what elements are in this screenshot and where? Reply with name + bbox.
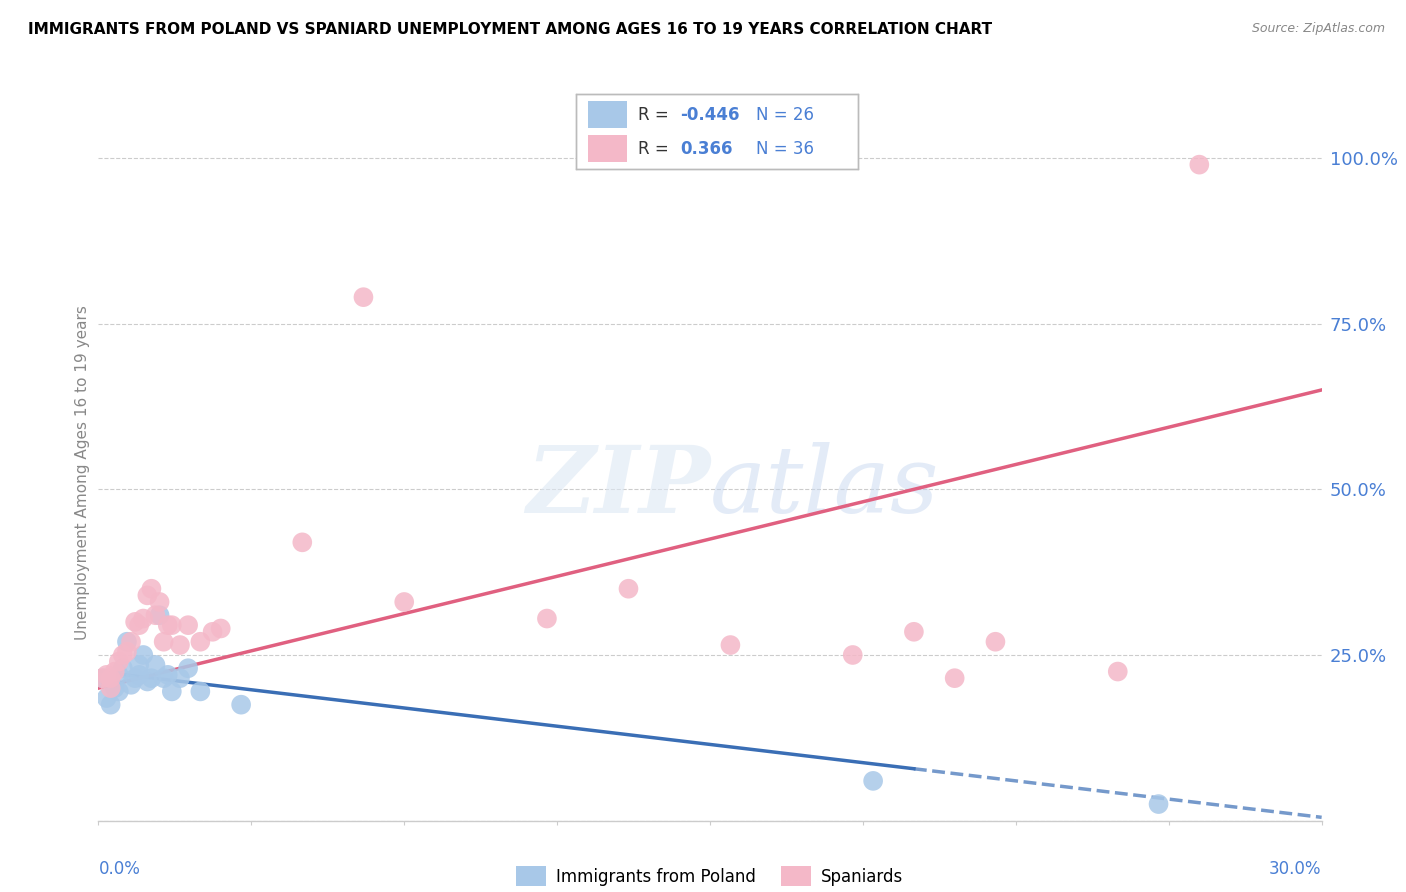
Text: N = 26: N = 26 <box>756 105 814 123</box>
Y-axis label: Unemployment Among Ages 16 to 19 years: Unemployment Among Ages 16 to 19 years <box>75 305 90 640</box>
Point <box>984 634 1007 648</box>
Point <box>136 674 159 689</box>
Point <box>124 615 146 629</box>
Point <box>96 691 118 706</box>
Point <box>145 657 167 672</box>
Point <box>128 657 150 672</box>
Point <box>841 648 863 662</box>
Point <box>536 611 558 625</box>
Point <box>104 665 127 679</box>
FancyBboxPatch shape <box>588 136 627 161</box>
Point <box>100 681 122 695</box>
Point <box>128 668 150 682</box>
Point <box>145 608 167 623</box>
Point <box>1147 797 1170 811</box>
Point <box>120 678 142 692</box>
Point <box>862 773 884 788</box>
Point <box>149 608 172 623</box>
Point <box>111 661 134 675</box>
Text: atlas: atlas <box>710 442 939 532</box>
Point <box>124 671 146 685</box>
Point <box>108 684 131 698</box>
Point <box>115 634 138 648</box>
Point <box>108 655 131 669</box>
Point <box>120 634 142 648</box>
Point <box>1188 158 1211 172</box>
Point <box>100 671 122 685</box>
Point <box>392 595 416 609</box>
Point <box>115 645 138 659</box>
Point <box>943 671 966 685</box>
Point <box>177 661 200 675</box>
Point <box>188 634 212 648</box>
Point <box>169 671 191 685</box>
Point <box>160 618 183 632</box>
Text: R =: R = <box>638 140 675 158</box>
Point <box>1107 665 1129 679</box>
Point <box>156 668 179 682</box>
Point <box>291 535 314 549</box>
Legend: Immigrants from Poland, Spaniards: Immigrants from Poland, Spaniards <box>510 860 910 892</box>
Point <box>177 618 200 632</box>
Point <box>104 681 127 695</box>
Point <box>141 582 163 596</box>
Point <box>132 611 155 625</box>
Point <box>156 618 179 632</box>
Point <box>108 668 131 682</box>
Point <box>149 595 172 609</box>
Point <box>201 624 224 639</box>
Text: ZIP: ZIP <box>526 442 710 532</box>
Point <box>903 624 925 639</box>
Point <box>352 290 374 304</box>
Point <box>160 684 183 698</box>
Point <box>141 671 163 685</box>
Point <box>96 668 118 682</box>
Text: Source: ZipAtlas.com: Source: ZipAtlas.com <box>1251 22 1385 36</box>
Point <box>91 671 114 685</box>
Point <box>152 671 174 685</box>
Point <box>188 684 212 698</box>
Text: N = 36: N = 36 <box>756 140 814 158</box>
Point <box>209 622 232 636</box>
Text: 0.0%: 0.0% <box>98 860 141 878</box>
Point <box>132 648 155 662</box>
Point <box>128 618 150 632</box>
Point <box>169 638 191 652</box>
Text: R =: R = <box>638 105 675 123</box>
Point <box>152 634 174 648</box>
Point <box>136 588 159 602</box>
Point <box>231 698 253 712</box>
Point <box>111 648 134 662</box>
FancyBboxPatch shape <box>588 101 627 128</box>
Point <box>100 698 122 712</box>
Text: -0.446: -0.446 <box>681 105 740 123</box>
Point <box>617 582 640 596</box>
Text: 30.0%: 30.0% <box>1270 860 1322 878</box>
Point <box>91 671 114 685</box>
Point <box>720 638 742 652</box>
Text: 0.366: 0.366 <box>681 140 733 158</box>
Text: IMMIGRANTS FROM POLAND VS SPANIARD UNEMPLOYMENT AMONG AGES 16 TO 19 YEARS CORREL: IMMIGRANTS FROM POLAND VS SPANIARD UNEMP… <box>28 22 993 37</box>
